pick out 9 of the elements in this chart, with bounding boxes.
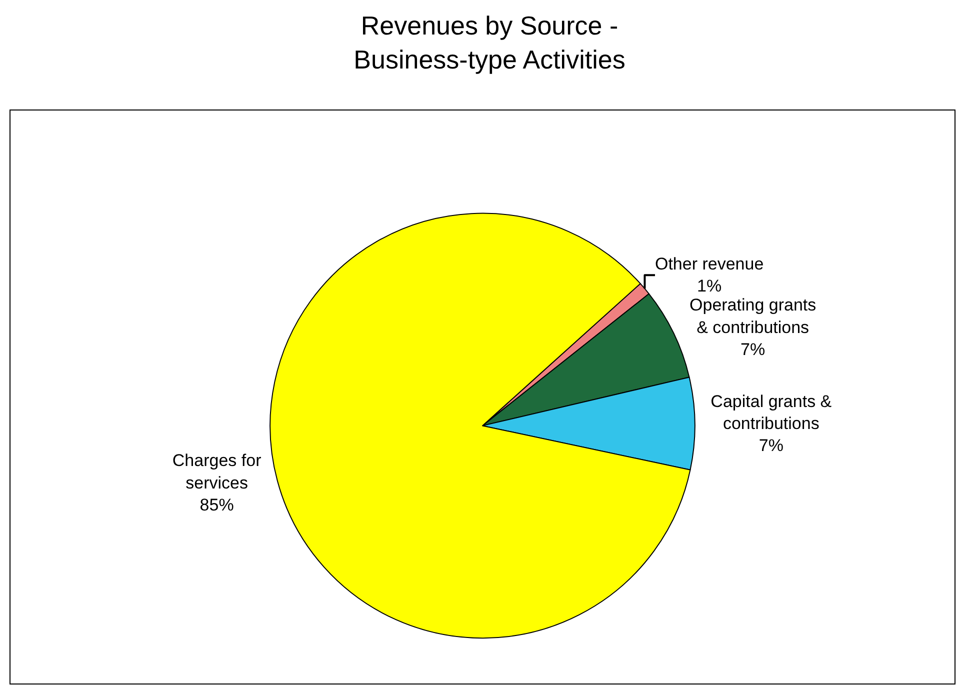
data-label: 7% — [758, 436, 784, 456]
data-label: 1% — [697, 276, 722, 296]
chart-title: Revenues by Source - Business-type Activities — [354, 10, 626, 74]
data-label: 85% — [200, 495, 234, 514]
slice-label: Operating grants & contributions — [690, 296, 816, 337]
slice-label: Charges for services — [172, 451, 262, 492]
data-label: 7% — [740, 340, 766, 359]
slice-label: Other revenue — [654, 254, 764, 274]
slice-label: Capital grants & contributions — [710, 392, 832, 433]
